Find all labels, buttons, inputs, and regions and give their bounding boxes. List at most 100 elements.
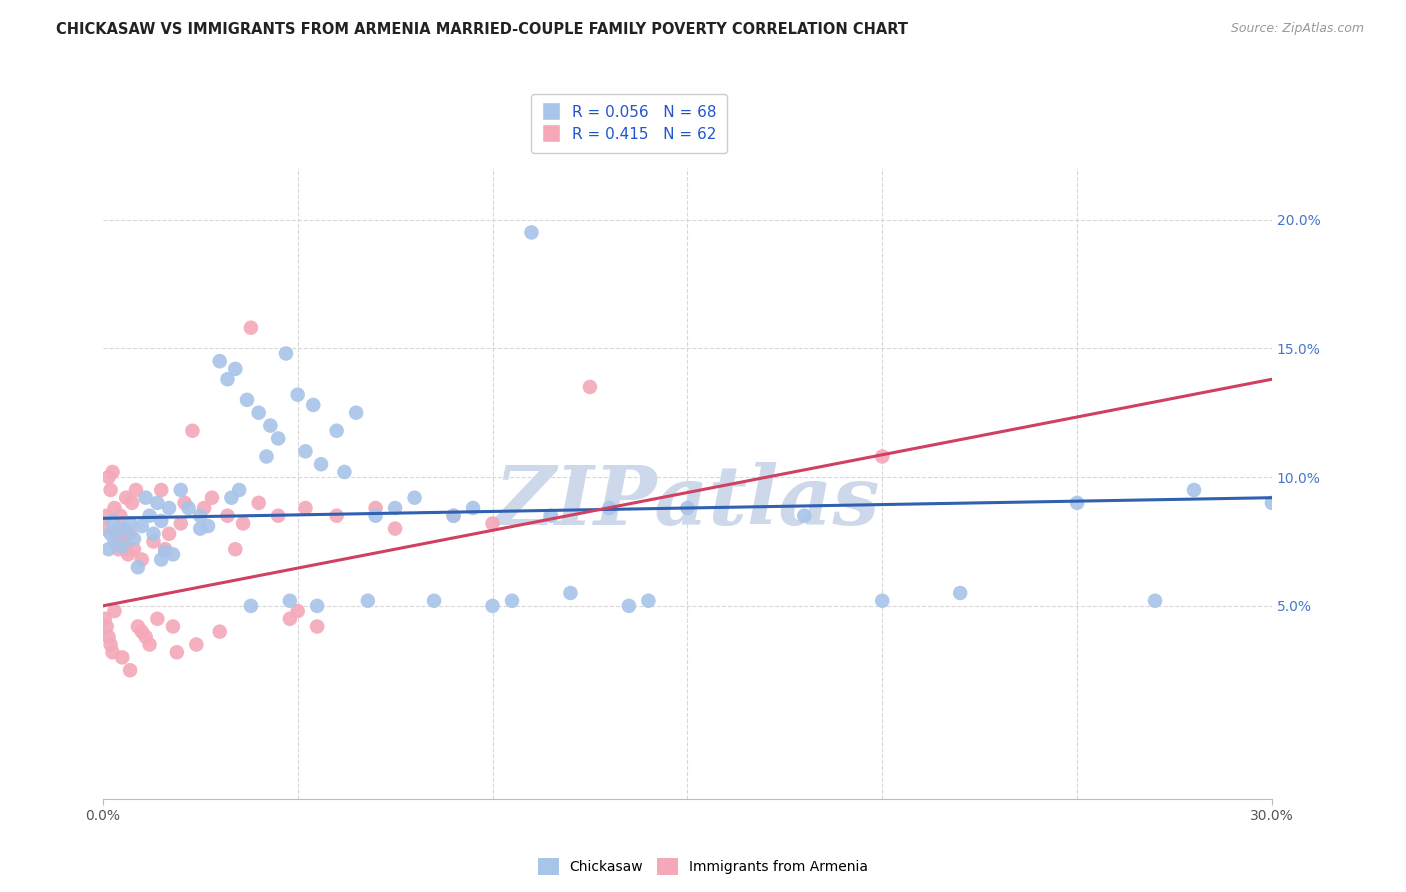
Point bbox=[278, 612, 301, 626]
Point bbox=[224, 362, 246, 376]
Point bbox=[404, 491, 426, 505]
Point bbox=[107, 542, 129, 557]
Text: CHICKASAW VS IMMIGRANTS FROM ARMENIA MARRIED-COUPLE FAMILY POVERTY CORRELATION C: CHICKASAW VS IMMIGRANTS FROM ARMENIA MAR… bbox=[56, 22, 908, 37]
Point bbox=[256, 450, 278, 464]
Point bbox=[793, 508, 815, 523]
Point bbox=[384, 522, 406, 536]
Point bbox=[228, 483, 250, 497]
Point bbox=[1182, 483, 1205, 497]
Point bbox=[278, 593, 301, 607]
Point bbox=[247, 496, 270, 510]
Point bbox=[150, 483, 173, 497]
Point bbox=[101, 645, 124, 659]
Point bbox=[1261, 496, 1284, 510]
Point bbox=[127, 560, 149, 574]
Point bbox=[208, 354, 231, 368]
Point bbox=[540, 508, 562, 523]
Point bbox=[138, 508, 160, 523]
Text: ZIPatlas: ZIPatlas bbox=[495, 462, 880, 542]
Point bbox=[120, 663, 142, 677]
Point bbox=[127, 619, 149, 633]
Point bbox=[110, 508, 132, 523]
Point bbox=[188, 508, 211, 523]
Point bbox=[384, 501, 406, 516]
Point bbox=[153, 545, 176, 559]
Point bbox=[307, 599, 329, 613]
Point bbox=[97, 630, 120, 644]
Point bbox=[117, 547, 139, 561]
Point bbox=[173, 496, 195, 510]
Point bbox=[481, 599, 503, 613]
Point bbox=[94, 522, 117, 536]
Point bbox=[188, 522, 211, 536]
Point bbox=[598, 501, 620, 516]
Point bbox=[224, 542, 246, 557]
Point bbox=[138, 638, 160, 652]
Legend: Chickasaw, Immigrants from Armenia: Chickasaw, Immigrants from Armenia bbox=[533, 853, 873, 880]
Point bbox=[97, 542, 120, 557]
Point bbox=[115, 491, 138, 505]
Point bbox=[142, 534, 165, 549]
Point bbox=[247, 406, 270, 420]
Point bbox=[579, 380, 602, 394]
Point bbox=[274, 346, 297, 360]
Point bbox=[122, 532, 145, 546]
Point bbox=[221, 491, 243, 505]
Point bbox=[239, 599, 262, 613]
Point bbox=[870, 593, 893, 607]
Point bbox=[267, 508, 290, 523]
Point bbox=[115, 524, 138, 539]
Point bbox=[461, 501, 484, 516]
Point bbox=[676, 501, 699, 516]
Point bbox=[100, 483, 122, 497]
Point bbox=[333, 465, 356, 479]
Point bbox=[617, 599, 640, 613]
Point bbox=[166, 645, 188, 659]
Point bbox=[157, 526, 180, 541]
Point bbox=[170, 516, 193, 531]
Point bbox=[131, 552, 153, 566]
Point bbox=[307, 619, 329, 633]
Point bbox=[193, 501, 215, 516]
Point bbox=[364, 501, 387, 516]
Point bbox=[105, 526, 128, 541]
Point bbox=[112, 534, 135, 549]
Point bbox=[146, 496, 169, 510]
Point bbox=[135, 630, 157, 644]
Point bbox=[197, 519, 219, 533]
Point bbox=[111, 650, 134, 665]
Point bbox=[294, 501, 316, 516]
Point bbox=[259, 418, 281, 433]
Point bbox=[309, 457, 332, 471]
Point bbox=[131, 519, 153, 533]
Point bbox=[423, 593, 446, 607]
Point bbox=[107, 534, 129, 549]
Point bbox=[637, 593, 659, 607]
Point bbox=[949, 586, 972, 600]
Point bbox=[201, 491, 224, 505]
Point bbox=[100, 526, 122, 541]
Point bbox=[443, 508, 465, 523]
Point bbox=[120, 526, 142, 541]
Point bbox=[100, 638, 122, 652]
Point bbox=[94, 612, 117, 626]
Point bbox=[107, 522, 129, 536]
Point bbox=[170, 483, 193, 497]
Point bbox=[560, 586, 582, 600]
Point bbox=[135, 491, 157, 505]
Point bbox=[294, 444, 316, 458]
Point bbox=[101, 465, 124, 479]
Point bbox=[103, 501, 125, 516]
Text: Source: ZipAtlas.com: Source: ZipAtlas.com bbox=[1230, 22, 1364, 36]
Point bbox=[186, 638, 208, 652]
Point bbox=[287, 604, 309, 618]
Point bbox=[325, 508, 347, 523]
Point bbox=[208, 624, 231, 639]
Point bbox=[125, 483, 148, 497]
Point bbox=[103, 604, 125, 618]
Point bbox=[96, 508, 118, 523]
Point bbox=[481, 516, 503, 531]
Point bbox=[177, 501, 200, 516]
Point bbox=[520, 226, 543, 240]
Point bbox=[302, 398, 325, 412]
